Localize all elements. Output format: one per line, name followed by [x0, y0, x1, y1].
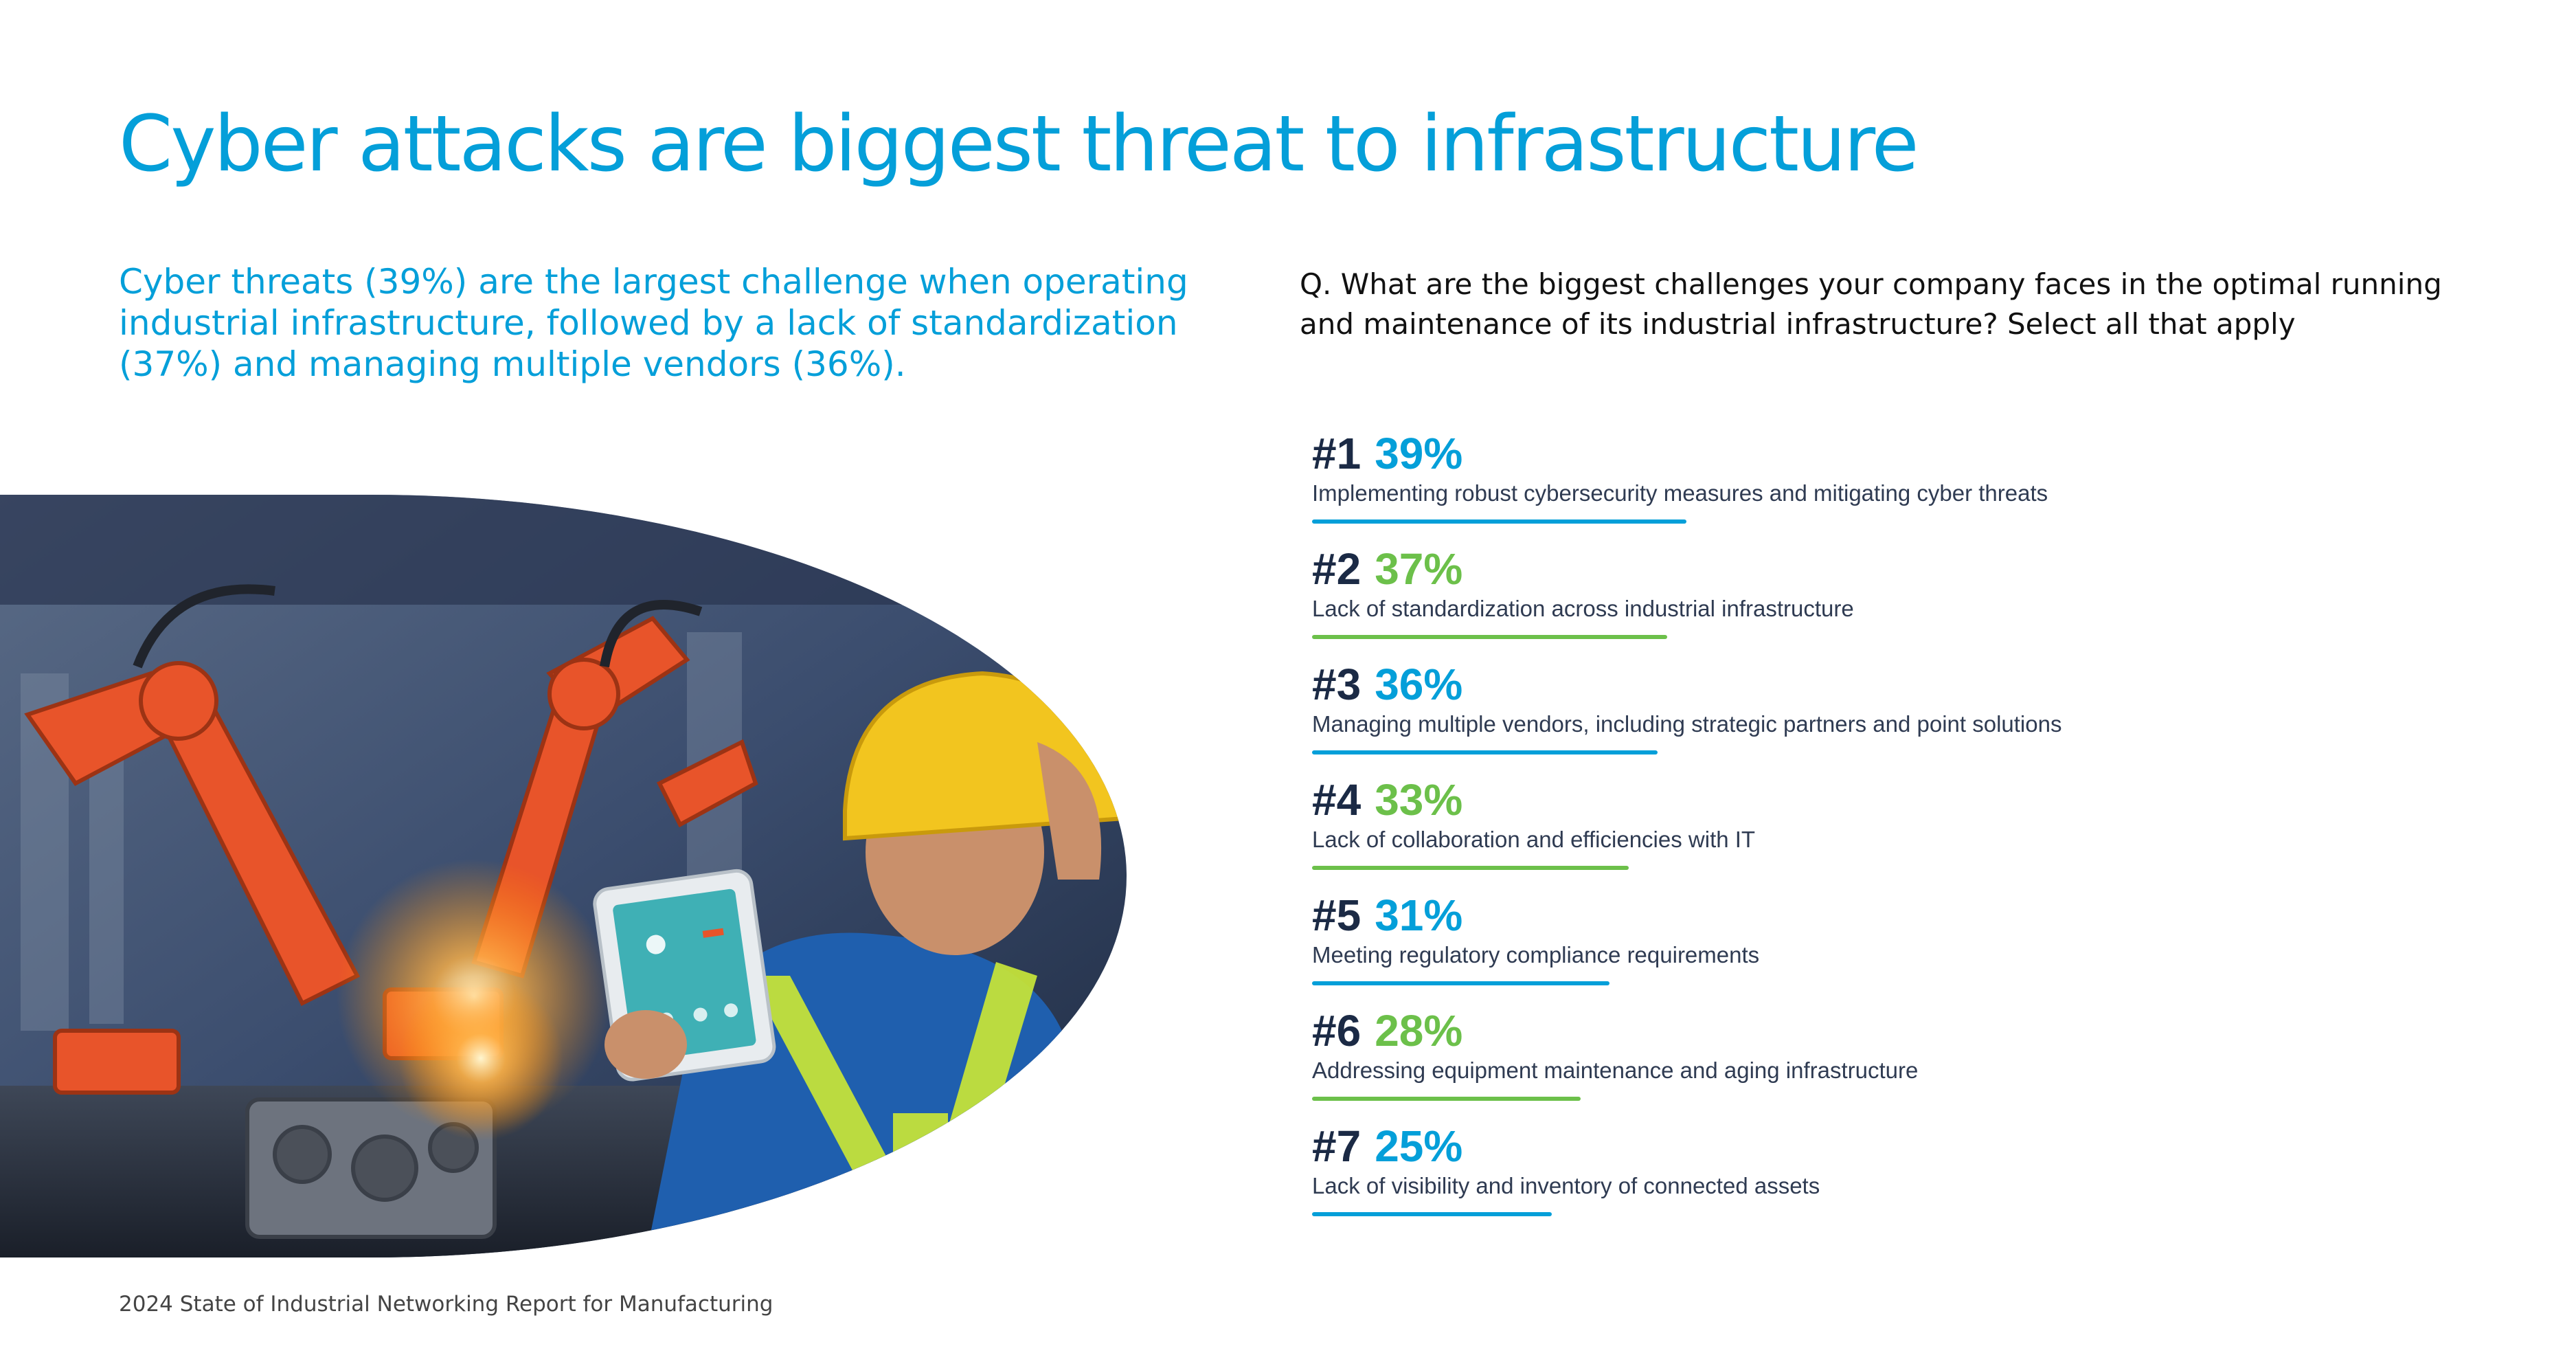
challenge-rank: #5 31%	[1312, 888, 1462, 943]
percent-bar	[1312, 519, 1686, 524]
survey-question: Q. What are the biggest challenges your …	[1300, 267, 2442, 341]
percent-bar	[1312, 866, 1629, 870]
rank-number: #6	[1312, 1006, 1362, 1055]
challenge-item: #6 28% Addressing equipment maintenance an…	[1312, 1003, 2205, 1119]
factory-worker-photo	[0, 495, 1127, 1257]
challenge-label: Lack of visibility and inventory of conn…	[1312, 1173, 1820, 1198]
rank-number: #2	[1312, 544, 1362, 594]
percent-bar	[1312, 1097, 1581, 1101]
percent-value: 25%	[1375, 1121, 1463, 1171]
key-finding-text: Cyber threats (39%) are the largest chal…	[119, 262, 1188, 384]
challenge-rank: #1 39%	[1312, 426, 1462, 481]
challenges-ranking-chart: #1 39% Implementing robust cybersecurity m…	[1312, 426, 2205, 1234]
percent-value: 28%	[1375, 1006, 1463, 1055]
challenge-rank: #2 37%	[1312, 541, 1462, 596]
challenge-label: Lack of standardization across industria…	[1312, 596, 1854, 621]
percent-bar	[1312, 635, 1667, 639]
challenge-label: Lack of collaboration and efficiencies w…	[1312, 827, 1756, 852]
percent-value: 37%	[1375, 544, 1463, 594]
percent-bar	[1312, 1212, 1552, 1216]
challenge-label: Implementing robust cybersecurity measur…	[1312, 480, 2048, 506]
challenge-item: #5 31% Meeting regulatory compliance requi…	[1312, 888, 2205, 1003]
percent-value: 39%	[1375, 429, 1463, 478]
report-footer: 2024 State of Industrial Networking Repo…	[119, 1292, 773, 1317]
challenge-item: #2 37% Lack of standardization across indu…	[1312, 541, 2205, 657]
page-title: Cyber attacks are biggest threat to infr…	[119, 100, 1919, 189]
challenge-item: #7 25% Lack of visibility and inventory of…	[1312, 1119, 2205, 1234]
challenge-label: Meeting regulatory compliance requiremen…	[1312, 942, 1760, 968]
rank-number: #5	[1312, 891, 1362, 940]
challenge-rank: #3 36%	[1312, 657, 1462, 712]
challenge-item: #3 36% Managing multiple vendors, includin…	[1312, 657, 2205, 772]
challenge-rank: #6 28%	[1312, 1003, 1462, 1058]
challenge-item: #1 39% Implementing robust cybersecurity m…	[1312, 426, 2205, 541]
rank-number: #4	[1312, 775, 1362, 825]
percent-value: 36%	[1375, 660, 1463, 709]
challenge-item: #4 33% Lack of collaboration and efficienc…	[1312, 772, 2205, 888]
percent-value: 31%	[1375, 891, 1463, 940]
challenge-label: Addressing equipment maintenance and agi…	[1312, 1058, 1919, 1083]
challenge-rank: #4 33%	[1312, 772, 1462, 827]
rank-number: #1	[1312, 429, 1362, 478]
challenge-rank: #7 25%	[1312, 1119, 1462, 1174]
percent-bar	[1312, 981, 1609, 985]
percent-value: 33%	[1375, 775, 1463, 825]
challenge-label: Managing multiple vendors, including str…	[1312, 711, 2062, 737]
rank-number: #7	[1312, 1121, 1362, 1171]
rank-number: #3	[1312, 660, 1362, 709]
percent-bar	[1312, 750, 1658, 754]
